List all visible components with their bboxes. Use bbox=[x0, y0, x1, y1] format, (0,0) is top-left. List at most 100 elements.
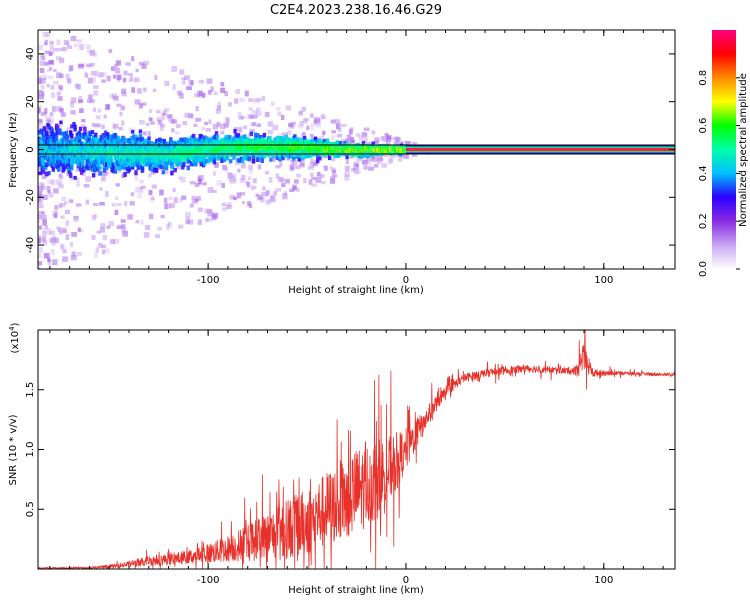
heat-cell-1055 bbox=[49, 159, 53, 165]
heat-cell-401 bbox=[148, 213, 154, 220]
heat-cell-38 bbox=[234, 98, 239, 104]
heat-cell-2236 bbox=[168, 150, 172, 156]
heat-cell-1946 bbox=[136, 160, 140, 165]
heat-cell-1374 bbox=[78, 126, 83, 131]
heat-cell-280 bbox=[224, 91, 228, 97]
heat-cell-225 bbox=[127, 72, 133, 76]
heat-cell-300 bbox=[216, 180, 223, 186]
heat-cell-631 bbox=[267, 129, 273, 135]
heat-cell-963 bbox=[41, 165, 46, 172]
heat-cell-2432 bbox=[191, 147, 196, 153]
heat-cell-272 bbox=[40, 85, 45, 90]
spectrogram-ytick-label-4: 40 bbox=[25, 48, 36, 61]
heat-cell-395 bbox=[252, 114, 258, 119]
heat-cell-834 bbox=[162, 110, 167, 116]
heat-cell-1446 bbox=[85, 154, 89, 160]
heat-cell-707 bbox=[60, 244, 65, 249]
heat-cell-1817 bbox=[122, 141, 126, 146]
heat-cell-458 bbox=[164, 203, 168, 210]
heat-cell-881 bbox=[38, 91, 42, 96]
heat-cell-795 bbox=[405, 140, 411, 145]
heat-cell-202 bbox=[93, 90, 99, 96]
heat-cell-2125 bbox=[154, 156, 159, 162]
heat-cell-46 bbox=[159, 124, 165, 128]
heat-cell-2877 bbox=[249, 131, 254, 136]
heat-cell-145 bbox=[207, 161, 212, 166]
heat-cell-105 bbox=[273, 191, 278, 196]
heat-cell-1472 bbox=[88, 130, 93, 137]
colorbar: 0.0 0.2 0.4 0.6 0.8 Normalized spectral ampl… bbox=[698, 30, 749, 277]
heat-cell-494 bbox=[181, 77, 186, 81]
heat-cell-278 bbox=[134, 175, 138, 181]
heat-cell-1989 bbox=[140, 136, 145, 142]
heat-cell-391 bbox=[73, 43, 79, 48]
heat-cell-1330 bbox=[74, 140, 78, 144]
heat-cell-749 bbox=[137, 88, 143, 94]
heat-cell-2336 bbox=[180, 141, 184, 146]
heat-cell-3337 bbox=[314, 139, 319, 144]
heat-cell-2424 bbox=[190, 151, 195, 156]
heat-cell-184 bbox=[139, 119, 145, 125]
heat-cell-1265 bbox=[69, 130, 73, 135]
heat-cell-809 bbox=[184, 75, 190, 81]
heat-cell-377 bbox=[252, 185, 257, 190]
heat-cell-69 bbox=[150, 121, 155, 125]
heat-cell-1534 bbox=[94, 165, 98, 170]
heat-cell-20 bbox=[198, 94, 203, 98]
heat-cell-308 bbox=[355, 133, 360, 137]
heat-cell-313 bbox=[178, 224, 184, 229]
heat-cell-2133 bbox=[156, 160, 160, 165]
heat-cell-484 bbox=[90, 70, 96, 76]
heat-cell-26 bbox=[104, 248, 110, 253]
heat-cell-1307 bbox=[72, 121, 76, 127]
heat-cell-112 bbox=[295, 165, 301, 170]
colorbar-gradient bbox=[712, 30, 736, 269]
heat-cell-2384 bbox=[186, 137, 190, 143]
heat-cell-823 bbox=[229, 194, 235, 200]
heat-cell-3015 bbox=[268, 135, 272, 140]
heat-cell-62 bbox=[154, 74, 158, 80]
heat-cell-1704 bbox=[111, 168, 115, 174]
heat-cell-727 bbox=[277, 176, 282, 183]
snr-y-multiplier: (x104) bbox=[8, 322, 21, 353]
heat-cell-491 bbox=[241, 174, 246, 181]
heat-cell-482 bbox=[220, 82, 225, 87]
heat-cell-261 bbox=[197, 219, 202, 225]
heat-cell-1504 bbox=[91, 173, 96, 178]
heat-cell-133 bbox=[47, 75, 54, 80]
heat-cell-508 bbox=[175, 165, 182, 170]
heat-cell-933 bbox=[38, 161, 42, 167]
heat-cell-1728 bbox=[113, 133, 118, 138]
heat-cell-898 bbox=[198, 179, 202, 185]
heat-cell-1393 bbox=[81, 158, 85, 164]
snr-ticks: -100 0 100 0.5 1.0 1.5 bbox=[25, 330, 675, 586]
heat-cell-645 bbox=[231, 175, 236, 180]
heat-cell-188 bbox=[237, 168, 241, 173]
heat-cell-268 bbox=[233, 196, 237, 201]
heat-cell-80 bbox=[299, 121, 304, 127]
heat-cell-2977 bbox=[262, 132, 267, 138]
heat-cell-3072 bbox=[275, 155, 280, 161]
heat-cell-431 bbox=[199, 90, 203, 96]
heat-cell-589 bbox=[78, 64, 84, 69]
heat-cell-605 bbox=[148, 109, 153, 113]
heat-cell-1726 bbox=[113, 136, 118, 141]
snr-series-line bbox=[38, 330, 675, 569]
heat-cell-2278 bbox=[173, 167, 177, 173]
heat-cell-841 bbox=[115, 61, 119, 68]
heat-cell-47 bbox=[220, 131, 225, 135]
heat-cell-2627 bbox=[215, 134, 220, 139]
heat-cell-252 bbox=[135, 219, 140, 224]
heat-cell-722 bbox=[197, 176, 202, 182]
heat-cell-541 bbox=[246, 182, 251, 188]
heat-cell-21 bbox=[223, 123, 229, 128]
heat-cell-751 bbox=[110, 66, 115, 72]
heat-cell-1583 bbox=[99, 135, 103, 140]
heat-cell-708 bbox=[384, 132, 389, 137]
heat-cell-840 bbox=[44, 108, 48, 115]
heat-cell-3295 bbox=[308, 153, 312, 158]
heat-cell-451 bbox=[202, 92, 206, 98]
heat-cell-504 bbox=[381, 136, 387, 141]
heat-cell-1099 bbox=[53, 154, 58, 160]
heat-cell-887 bbox=[57, 105, 62, 112]
